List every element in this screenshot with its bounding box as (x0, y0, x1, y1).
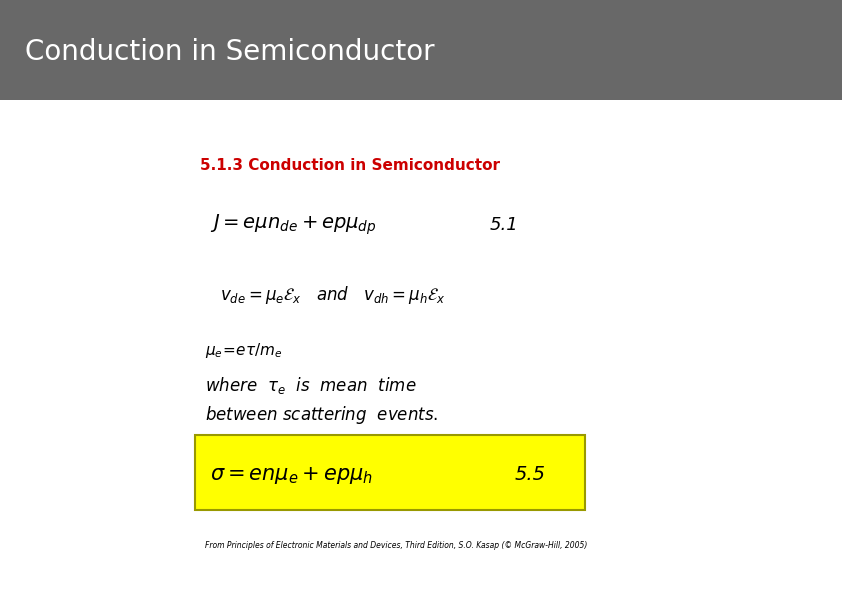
Text: From Principles of Electronic Materials and Devices, Third Edition, S.O. Kasap (: From Principles of Electronic Materials … (205, 541, 588, 550)
Text: $J = e\mu n_{de} +ep\mu_{dp}$: $J = e\mu n_{de} +ep\mu_{dp}$ (210, 213, 376, 237)
Bar (0, 0, 842, 100)
Text: $v_{de} = \mu_e\mathcal{E}_x$   and   $v_{dh} = \mu_h\mathcal{E}_x$: $v_{de} = \mu_e\mathcal{E}_x$ and $v_{dh… (220, 284, 445, 306)
Text: $between\ scattering\ \ events.$: $between\ scattering\ \ events.$ (205, 404, 439, 426)
Text: 5.1: 5.1 (490, 216, 519, 234)
Text: Conduction in Semiconductor: Conduction in Semiconductor (25, 38, 434, 66)
Bar (195, 435, 585, 510)
Text: $where\ \ \tau_e\ \ is\ \ mean\ \ time$: $where\ \ \tau_e\ \ is\ \ mean\ \ time$ (205, 374, 417, 396)
Text: 5.1.3 Conduction in Semiconductor: 5.1.3 Conduction in Semiconductor (200, 157, 500, 172)
Text: $\sigma = en\mu_e + ep\mu_h$: $\sigma = en\mu_e + ep\mu_h$ (210, 464, 373, 486)
Text: $\mu_e\!=\!e\tau/m_e$: $\mu_e\!=\!e\tau/m_e$ (205, 340, 282, 359)
Text: 5.5: 5.5 (515, 465, 546, 485)
